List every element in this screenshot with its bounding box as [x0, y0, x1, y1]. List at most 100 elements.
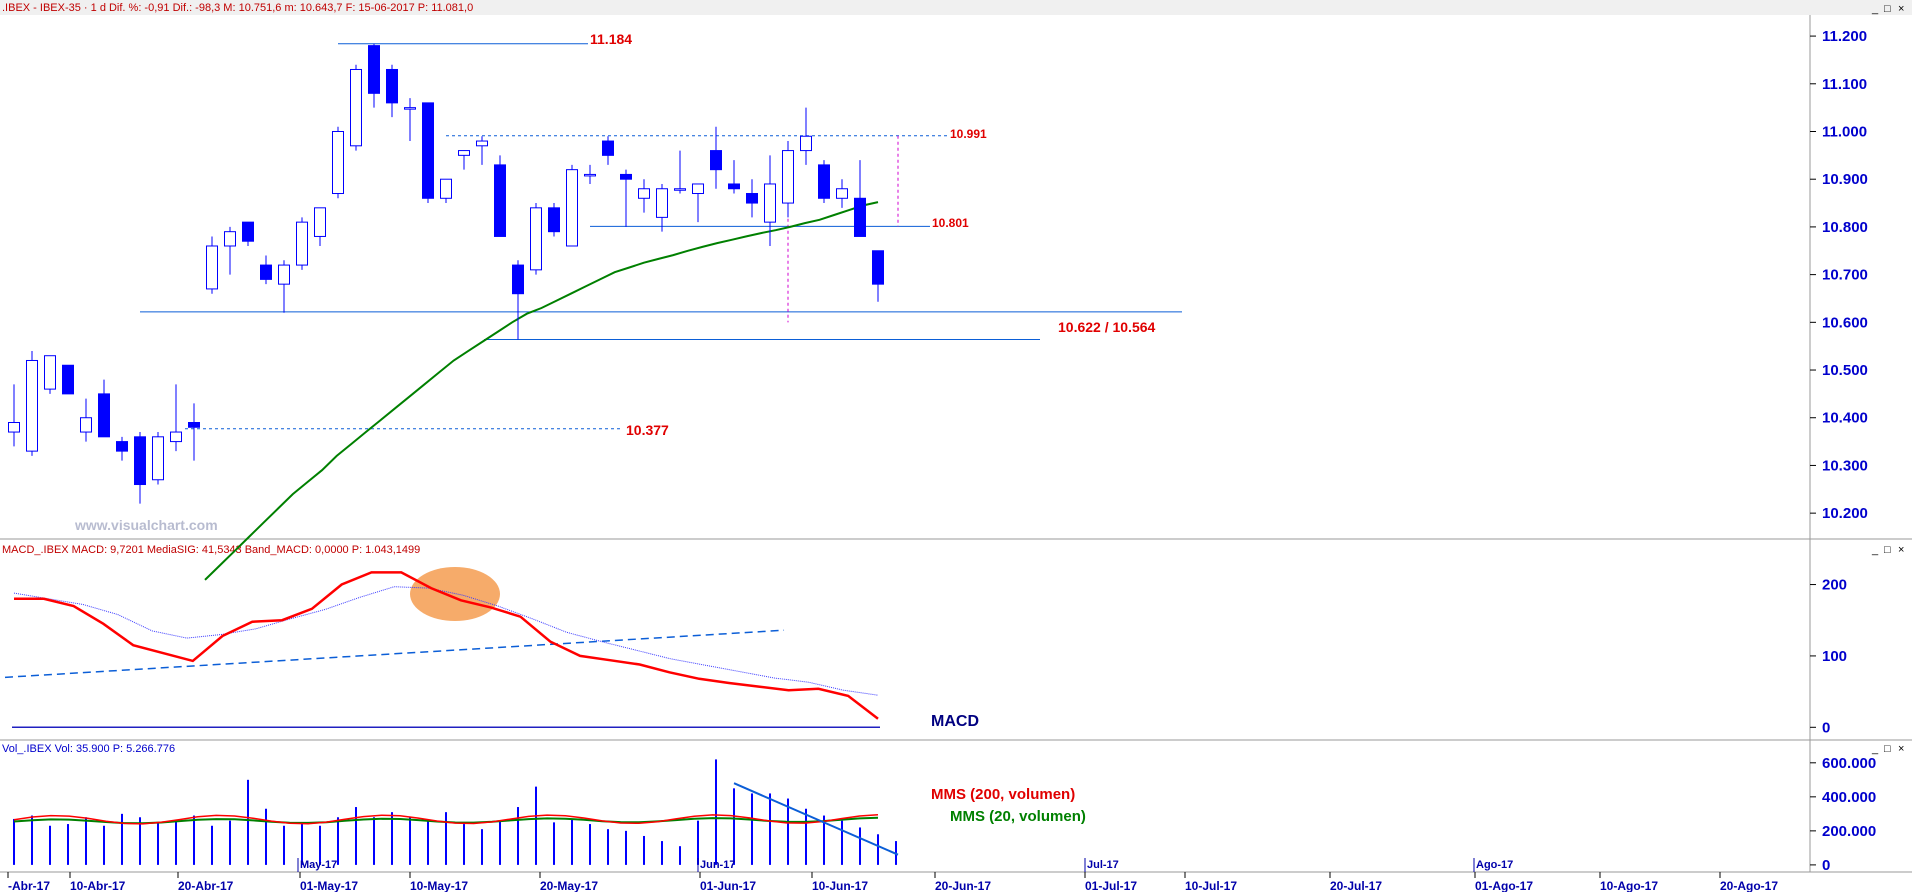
macd-y-axis: 200 100 0	[1810, 577, 1847, 736]
x-tick-label: 20-Jul-17	[1330, 879, 1382, 892]
annotation-high: 11.184	[590, 31, 632, 47]
candle	[854, 160, 866, 237]
y-tick-label: 10.400	[1822, 410, 1868, 427]
y-tick-label: 100	[1822, 648, 1847, 665]
candle-body	[872, 250, 884, 285]
candle	[602, 136, 614, 165]
minimize-icon[interactable]: _	[1871, 3, 1879, 15]
x-tick-label: 01-May-17	[300, 879, 358, 892]
close-icon[interactable]: ×	[1898, 544, 1904, 556]
y-tick-label: 11.200	[1822, 28, 1867, 45]
candle-body	[260, 264, 272, 280]
candle	[530, 203, 542, 275]
candle-body	[602, 140, 614, 156]
candle-body	[728, 183, 740, 190]
y-tick-label: 10.200	[1822, 505, 1868, 522]
x-tick-label: 01-Ago-17	[1475, 879, 1533, 892]
minimize-icon[interactable]: _	[1871, 743, 1879, 755]
candle	[260, 255, 272, 285]
month-label: May-17	[300, 859, 337, 871]
candle-body	[8, 422, 20, 433]
candle	[8, 384, 20, 447]
candle	[836, 179, 848, 208]
candle	[764, 155, 776, 246]
candle-body	[170, 431, 182, 443]
x-tick-label: 01-Jul-17	[1085, 879, 1137, 892]
x-tick-label: 01-Jun-17	[700, 879, 756, 892]
annotation-low-ref: 10.377	[626, 422, 669, 438]
maximize-icon[interactable]: □	[1884, 3, 1891, 15]
close-icon[interactable]: ×	[1898, 3, 1904, 15]
candle	[800, 107, 812, 165]
minimize-icon[interactable]: _	[1871, 544, 1879, 556]
candle-body	[62, 364, 74, 395]
candle-body	[116, 441, 128, 452]
candle	[728, 160, 740, 194]
candle	[422, 102, 434, 204]
x-tick-label: 10-Ago-17	[1600, 879, 1658, 892]
y-tick-label: 200.000	[1822, 823, 1876, 840]
volume-plot	[13, 759, 899, 865]
candle-body	[620, 173, 632, 180]
candle	[782, 141, 794, 218]
candle	[44, 355, 56, 394]
y-tick-label: 10.500	[1822, 362, 1868, 379]
maximize-icon[interactable]: □	[1884, 743, 1891, 755]
annotation-support-mid: 10.801	[932, 216, 969, 230]
candle	[440, 178, 452, 204]
candle	[512, 260, 524, 340]
candle-body	[764, 183, 776, 223]
macd-label: MACD	[931, 713, 979, 730]
candle	[710, 126, 722, 189]
macd-line	[14, 571, 879, 720]
candle-body	[296, 221, 308, 266]
price-horizontal-lines	[140, 43, 1182, 430]
candle-body	[674, 188, 686, 191]
candle-body	[638, 188, 650, 199]
maximize-icon[interactable]: □	[1884, 544, 1891, 556]
candle-body	[548, 207, 560, 233]
x-tick-label: 20-Ago-17	[1720, 879, 1778, 892]
close-icon[interactable]: ×	[1898, 743, 1904, 755]
candle	[206, 236, 218, 294]
mms200-line	[13, 813, 879, 825]
macd-signal-line	[13, 586, 879, 696]
y-tick-label: 0	[1822, 857, 1830, 874]
candle	[872, 250, 884, 302]
volume-window-controls[interactable]: _ □ ×	[1871, 743, 1904, 755]
macd-window-controls[interactable]: _ □ ×	[1871, 544, 1904, 556]
candle-body	[278, 264, 290, 285]
candle	[332, 126, 344, 199]
candle-body	[188, 422, 200, 428]
candle-body	[350, 68, 362, 147]
price-candles	[8, 43, 884, 504]
candle	[584, 164, 596, 184]
price-window-controls[interactable]: _ □ ×	[1871, 3, 1904, 15]
candle-body	[710, 150, 722, 171]
candle-body	[152, 436, 164, 481]
y-tick-label: 10.300	[1822, 457, 1868, 474]
candle	[188, 403, 200, 461]
candle-body	[512, 264, 524, 295]
candle	[476, 136, 488, 165]
candle	[62, 364, 74, 395]
macd-cross-highlight	[410, 567, 500, 621]
month-label: Ago-17	[1476, 859, 1513, 871]
candle-body	[854, 197, 866, 237]
volume-y-axis: 600.000 400.000 200.000 0	[1810, 755, 1876, 874]
x-tick-label: -Abr-17	[8, 879, 50, 892]
candle	[692, 183, 704, 223]
candle	[548, 203, 560, 237]
candle-body	[656, 188, 668, 218]
mms20-label: MMS (20, volumen)	[950, 808, 1086, 825]
price-sma-line	[204, 201, 879, 581]
candle-body	[404, 107, 416, 110]
candle-body	[206, 245, 218, 290]
candle-body	[386, 68, 398, 104]
candle-body	[782, 150, 794, 204]
x-tick-label: 10-Jul-17	[1185, 879, 1237, 892]
candle-body	[476, 140, 488, 147]
volume-trend-line	[733, 782, 899, 856]
y-tick-label: 10.700	[1822, 267, 1868, 284]
candle	[170, 384, 182, 452]
